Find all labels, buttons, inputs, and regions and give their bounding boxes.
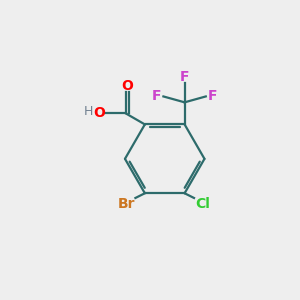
Text: Br: Br [118, 197, 135, 211]
Text: F: F [180, 70, 189, 84]
Text: O: O [93, 106, 105, 120]
Text: F: F [152, 89, 162, 103]
Text: O: O [121, 79, 133, 93]
Text: Cl: Cl [195, 197, 210, 211]
Text: F: F [208, 89, 217, 103]
Text: H: H [84, 105, 93, 119]
